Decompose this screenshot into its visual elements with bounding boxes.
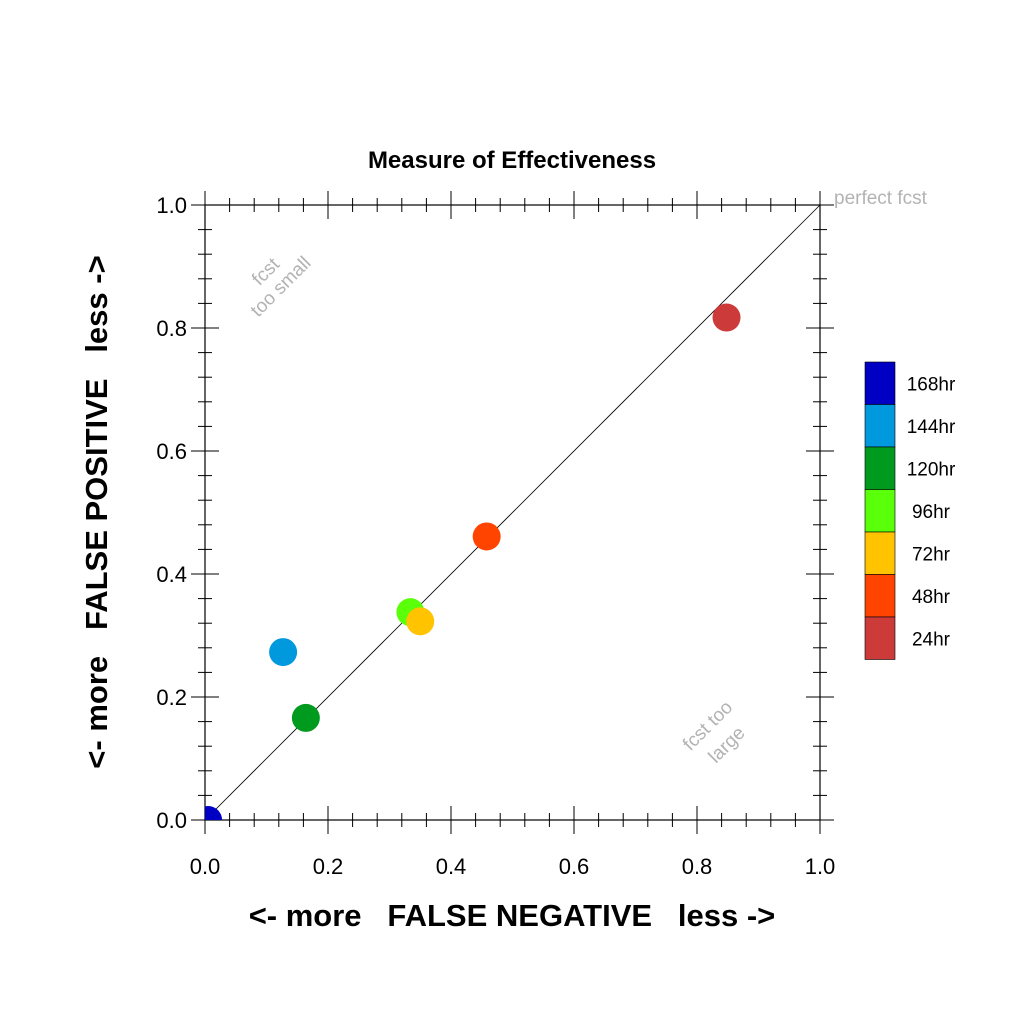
- legend-swatch-48hr: [864, 574, 896, 618]
- legend-label-168hr: 168hr: [907, 374, 956, 395]
- x-tick-label: 0.2: [313, 854, 344, 879]
- x-tick-label: 1.0: [805, 854, 836, 879]
- legend-swatch-24hr: [864, 616, 896, 660]
- y-tick-label: 0.2: [156, 685, 187, 710]
- legend-label-48hr: 48hr: [912, 587, 951, 608]
- tick-labels: 0.0 0.2 0.4 0.6 0.8 1.0 0.0 0.2 0.4 0.6 0.8 1.0: [156, 193, 835, 879]
- annotation-perfect-fcst: perfect fcst: [834, 188, 928, 209]
- legend-swatch-120hr: [864, 446, 896, 490]
- chart-title: Measure of Effectiveness: [368, 147, 656, 174]
- annotation-fcst-too-large: fcst too large: [679, 697, 749, 767]
- x-tick-label: 0.0: [190, 854, 221, 879]
- x-axis-label: <- more FALSE NEGATIVE less ->: [249, 898, 776, 933]
- data-point-120hr: [291, 703, 320, 732]
- y-tick-label: 1.0: [156, 193, 187, 218]
- legend-label-72hr: 72hr: [912, 544, 951, 565]
- legend-swatch-144hr: [864, 404, 896, 448]
- y-tick-label: 0.0: [156, 808, 187, 833]
- y-tick-label: 0.8: [156, 316, 187, 341]
- x-tick-label: 0.8: [682, 854, 713, 879]
- annotation-fcst-too-small: fcst too small: [247, 253, 316, 322]
- legend-label-144hr: 144hr: [907, 417, 956, 438]
- legend-swatch-96hr: [864, 489, 896, 533]
- plot-border: [204, 204, 821, 821]
- x-tick-label: 0.6: [559, 854, 590, 879]
- axis-ticks: [191, 191, 834, 834]
- legend-label-24hr: 24hr: [912, 629, 951, 650]
- annotation-too-small-line2: too small: [247, 253, 316, 322]
- data-point-72hr: [406, 607, 435, 636]
- legend-label-96hr: 96hr: [912, 502, 951, 523]
- data-point-24hr: [712, 303, 741, 332]
- legend-swatch-168hr: [864, 361, 896, 405]
- data-point-168hr: [205, 806, 223, 820]
- y-tick-label: 0.6: [156, 439, 187, 464]
- legend-swatch-72hr: [864, 531, 896, 575]
- data-point-48hr: [472, 522, 501, 551]
- legend-label-120hr: 120hr: [907, 459, 956, 480]
- x-tick-label: 0.4: [436, 854, 467, 879]
- y-axis-label: <- more FALSE POSITIVE less ->: [79, 255, 114, 768]
- plot-frame: [204, 204, 821, 821]
- y-tick-label: 0.4: [156, 562, 187, 587]
- legend: 168hr 144hr 120hr 96hr 72hr 48hr 24hr: [864, 361, 956, 660]
- data-points: [205, 303, 741, 820]
- data-point-144hr: [269, 638, 298, 667]
